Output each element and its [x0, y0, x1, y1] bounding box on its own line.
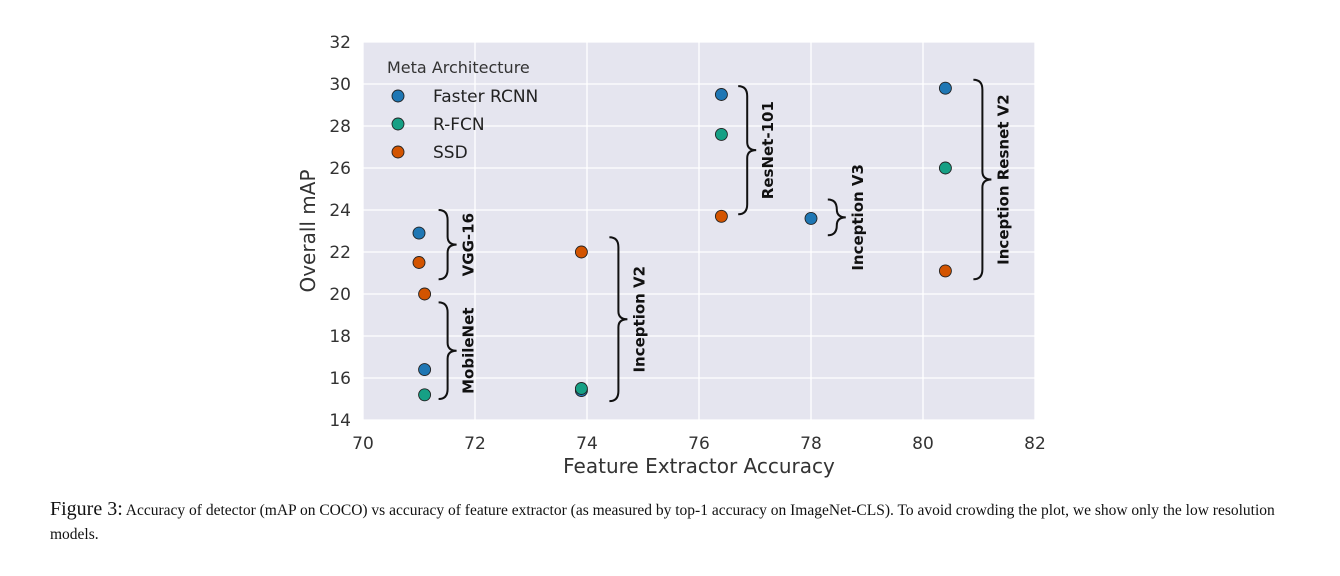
caption-text: Accuracy of detector (mAP on COCO) vs ac… — [50, 502, 1275, 543]
y-tick-label: 16 — [329, 369, 351, 389]
legend-marker — [391, 117, 405, 131]
group-label: Inception V2 — [630, 266, 648, 373]
group-label: VGG-16 — [460, 213, 478, 276]
group-label: Inception V3 — [849, 164, 867, 271]
x-tick-label: 80 — [912, 434, 934, 454]
legend-entry: SSD — [433, 143, 468, 163]
data-point-faster-rcnn — [418, 363, 432, 377]
y-tick-label: 26 — [329, 159, 351, 179]
data-point-faster-rcnn — [714, 88, 728, 101]
x-tick-label: 82 — [1024, 434, 1046, 454]
y-tick-label: 14 — [329, 411, 351, 431]
group-label: ResNet-101 — [759, 101, 777, 199]
x-tick-label: 76 — [688, 434, 710, 454]
tick-labels: 70 72 74 76 78 80 82 14 16 18 20 22 24 26 28 30 32 — [329, 33, 1045, 454]
data-point-r-fcn — [938, 161, 952, 175]
data-point-r-fcn — [714, 127, 728, 141]
data-point-faster-rcnn — [412, 226, 426, 240]
brace — [827, 198, 846, 237]
x-tick-label: 74 — [576, 434, 598, 454]
group-annotations: VGG-16 MobileNet Inception V2 ResNet-101 Inc… — [438, 78, 1012, 403]
data-point-faster-rcnn — [804, 211, 818, 225]
figure-caption: Figure 3: Accuracy of detector (mAP on C… — [50, 497, 1310, 547]
gridlines — [362, 41, 1036, 421]
brace — [438, 209, 457, 281]
caption-label: Figure 3: — [50, 498, 123, 520]
data-point-ssd — [412, 256, 426, 269]
x-axis-label: Feature Extractor Accuracy — [563, 454, 835, 478]
legend-marker — [391, 145, 405, 159]
brace — [438, 301, 457, 400]
group-label: MobileNet — [460, 308, 478, 394]
group-label: Inception Resnet V2 — [994, 94, 1012, 265]
data-point-ssd — [418, 287, 432, 301]
legend-entry: Faster RCNN — [433, 87, 538, 107]
brace — [738, 85, 757, 216]
x-tick-label: 72 — [464, 434, 486, 454]
x-tick-label: 70 — [352, 434, 374, 454]
legend-entry: R-FCN — [433, 115, 485, 135]
legend-title: Meta Architecture — [387, 58, 530, 77]
data-point-ssd — [714, 209, 728, 223]
brace — [609, 236, 628, 403]
data-point-ssd — [574, 245, 588, 259]
y-tick-label: 24 — [329, 201, 351, 221]
x-tick-label: 78 — [800, 434, 822, 454]
y-tick-label: 32 — [329, 33, 351, 53]
y-tick-label: 22 — [329, 243, 351, 263]
legend: Meta Architecture Faster RCNN R-FCN SSD — [387, 58, 538, 163]
legend-marker — [391, 89, 405, 103]
data-point-r-fcn — [574, 382, 588, 395]
y-tick-label: 18 — [329, 327, 351, 347]
data-points — [412, 81, 952, 402]
y-tick-label: 30 — [329, 75, 351, 95]
y-tick-label: 28 — [329, 117, 351, 137]
brace — [973, 78, 992, 281]
data-point-faster-rcnn — [938, 81, 952, 95]
data-point-r-fcn — [418, 388, 432, 402]
data-point-ssd — [938, 264, 952, 278]
y-axis-label: Overall mAP — [296, 169, 320, 292]
scatter-chart: 70 72 74 76 78 80 82 14 16 18 20 22 24 26 28 30 32 VGG-1… — [296, 33, 1046, 478]
y-tick-label: 20 — [329, 285, 351, 305]
